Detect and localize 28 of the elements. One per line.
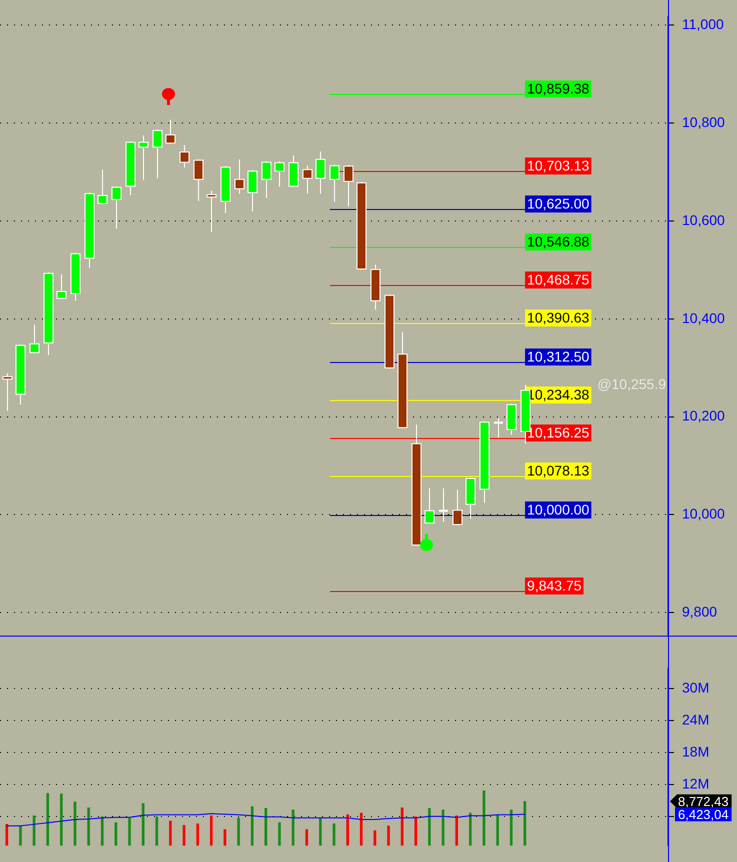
y-tick-label: 12M [682, 775, 710, 792]
ref-line-label: 10,625.00 [527, 195, 590, 212]
ref-line-label: 10,390.63 [527, 309, 590, 326]
ref-line-label: 9,843.75 [527, 577, 582, 594]
y-tick-label: 10,200 [682, 408, 726, 424]
ref-line-label: 10,234.38 [527, 386, 590, 402]
y-tick-label: 10,400 [682, 310, 726, 326]
ref-line-label: 10,546.88 [527, 233, 590, 250]
y-tick-label: 9,800 [682, 603, 718, 620]
text: 6,423,04 [678, 806, 729, 822]
y-tick-label: 10,600 [682, 212, 726, 228]
ref-line-label: 10,000.00 [527, 501, 590, 518]
y-tick-label: 11,000 [682, 16, 724, 32]
y-tick-label: 18M [682, 743, 710, 760]
ref-line-label: 10,468.75 [527, 271, 590, 288]
y-tick-label: 24M [682, 711, 710, 728]
y-tick-label: 30M [682, 679, 710, 696]
candlestick [493, 418, 504, 438]
ref-line-label: 10,312.50 [527, 348, 590, 364]
ref-line-label: 10,703.13 [527, 157, 590, 174]
y-tick-label: 10,000 [682, 506, 726, 522]
ref-line-label: 10,078.13 [527, 462, 590, 478]
candlestick [438, 488, 449, 523]
ref-line-label: 10,156.25 [527, 424, 590, 440]
annotation: @10,255.9 [597, 376, 666, 392]
text: 8,772,43 [678, 794, 729, 810]
y-tick-label: 10,800 [682, 114, 726, 130]
ref-line-label: 10,859.38 [527, 80, 590, 96]
